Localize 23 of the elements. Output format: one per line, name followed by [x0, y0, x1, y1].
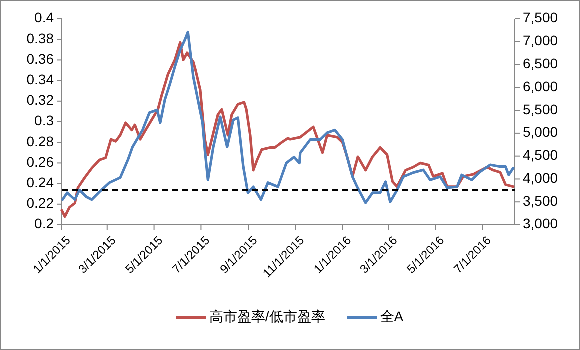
legend-label: 高市盈率/低市盈率 — [209, 308, 326, 325]
y-tick-label: 0.26 — [26, 154, 54, 170]
y2-tick-label: 3,000 — [523, 216, 558, 232]
y2-tick-label: 3,500 — [523, 192, 558, 209]
y-tick-label: 0.38 — [26, 30, 54, 46]
y2-tick-label: 4,500 — [523, 147, 558, 164]
y2-tick-label: 7,500 — [523, 10, 558, 26]
y2-tick-label: 5,000 — [523, 124, 558, 140]
y2-tick-label: 7,000 — [523, 32, 558, 49]
y-tick-label: 0.4 — [34, 10, 54, 26]
y2-tick-label: 6,000 — [523, 78, 558, 94]
y-tick-label: 0.36 — [26, 50, 54, 67]
y-tick-label: 0.28 — [26, 133, 54, 150]
y-tick-label: 0.2 — [34, 216, 54, 232]
y-tick-label: 0.22 — [26, 195, 54, 212]
y-tick-label: 0.32 — [26, 92, 54, 108]
y-tick-label: 0.3 — [34, 112, 54, 129]
y-tick-label: 0.34 — [26, 72, 54, 88]
y2-tick-label: 5,500 — [523, 101, 558, 118]
legend-label: 全A — [380, 308, 404, 325]
y-tick-label: 0.24 — [26, 174, 54, 191]
y2-tick-label: 6,500 — [523, 55, 558, 72]
y2-tick-label: 4,000 — [523, 170, 558, 186]
